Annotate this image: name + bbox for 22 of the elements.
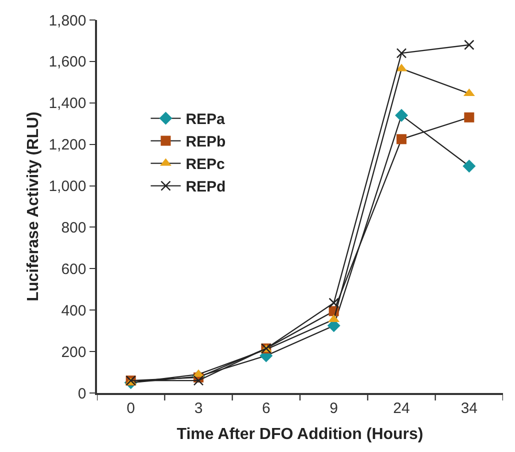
x-tick-label: 0 (126, 400, 135, 417)
y-tick-label: 400 (61, 302, 86, 320)
y-tick-label: 0 (78, 385, 86, 402)
y-tick-label: 1,000 (48, 178, 86, 196)
y-tick-label: 800 (61, 219, 86, 236)
y-tick-label: 1,600 (48, 54, 86, 71)
y-axis-title: Luciferase Activity (RLU) (25, 112, 42, 302)
x-tick-label: 3 (194, 400, 203, 417)
x-tick-label: 34 (460, 400, 478, 417)
x-axis-title: Time After DFO Addition (Hours) (176, 426, 424, 443)
y-tick-label: 200 (61, 344, 86, 361)
legend-label: REPa (186, 111, 226, 128)
legend-label: REPc (186, 156, 225, 174)
legend-label: REPd (186, 178, 226, 196)
x-tick-label: 24 (393, 400, 410, 417)
y-tick-label: 600 (61, 260, 86, 278)
y-tick-label: 1,400 (48, 95, 86, 112)
y-tick-label: 1,200 (48, 136, 86, 154)
x-tick-label: 9 (330, 400, 338, 417)
y-tick-label: 1,800 (48, 12, 86, 30)
legend-label: REPb (186, 134, 226, 151)
x-tick-label: 6 (262, 400, 270, 417)
